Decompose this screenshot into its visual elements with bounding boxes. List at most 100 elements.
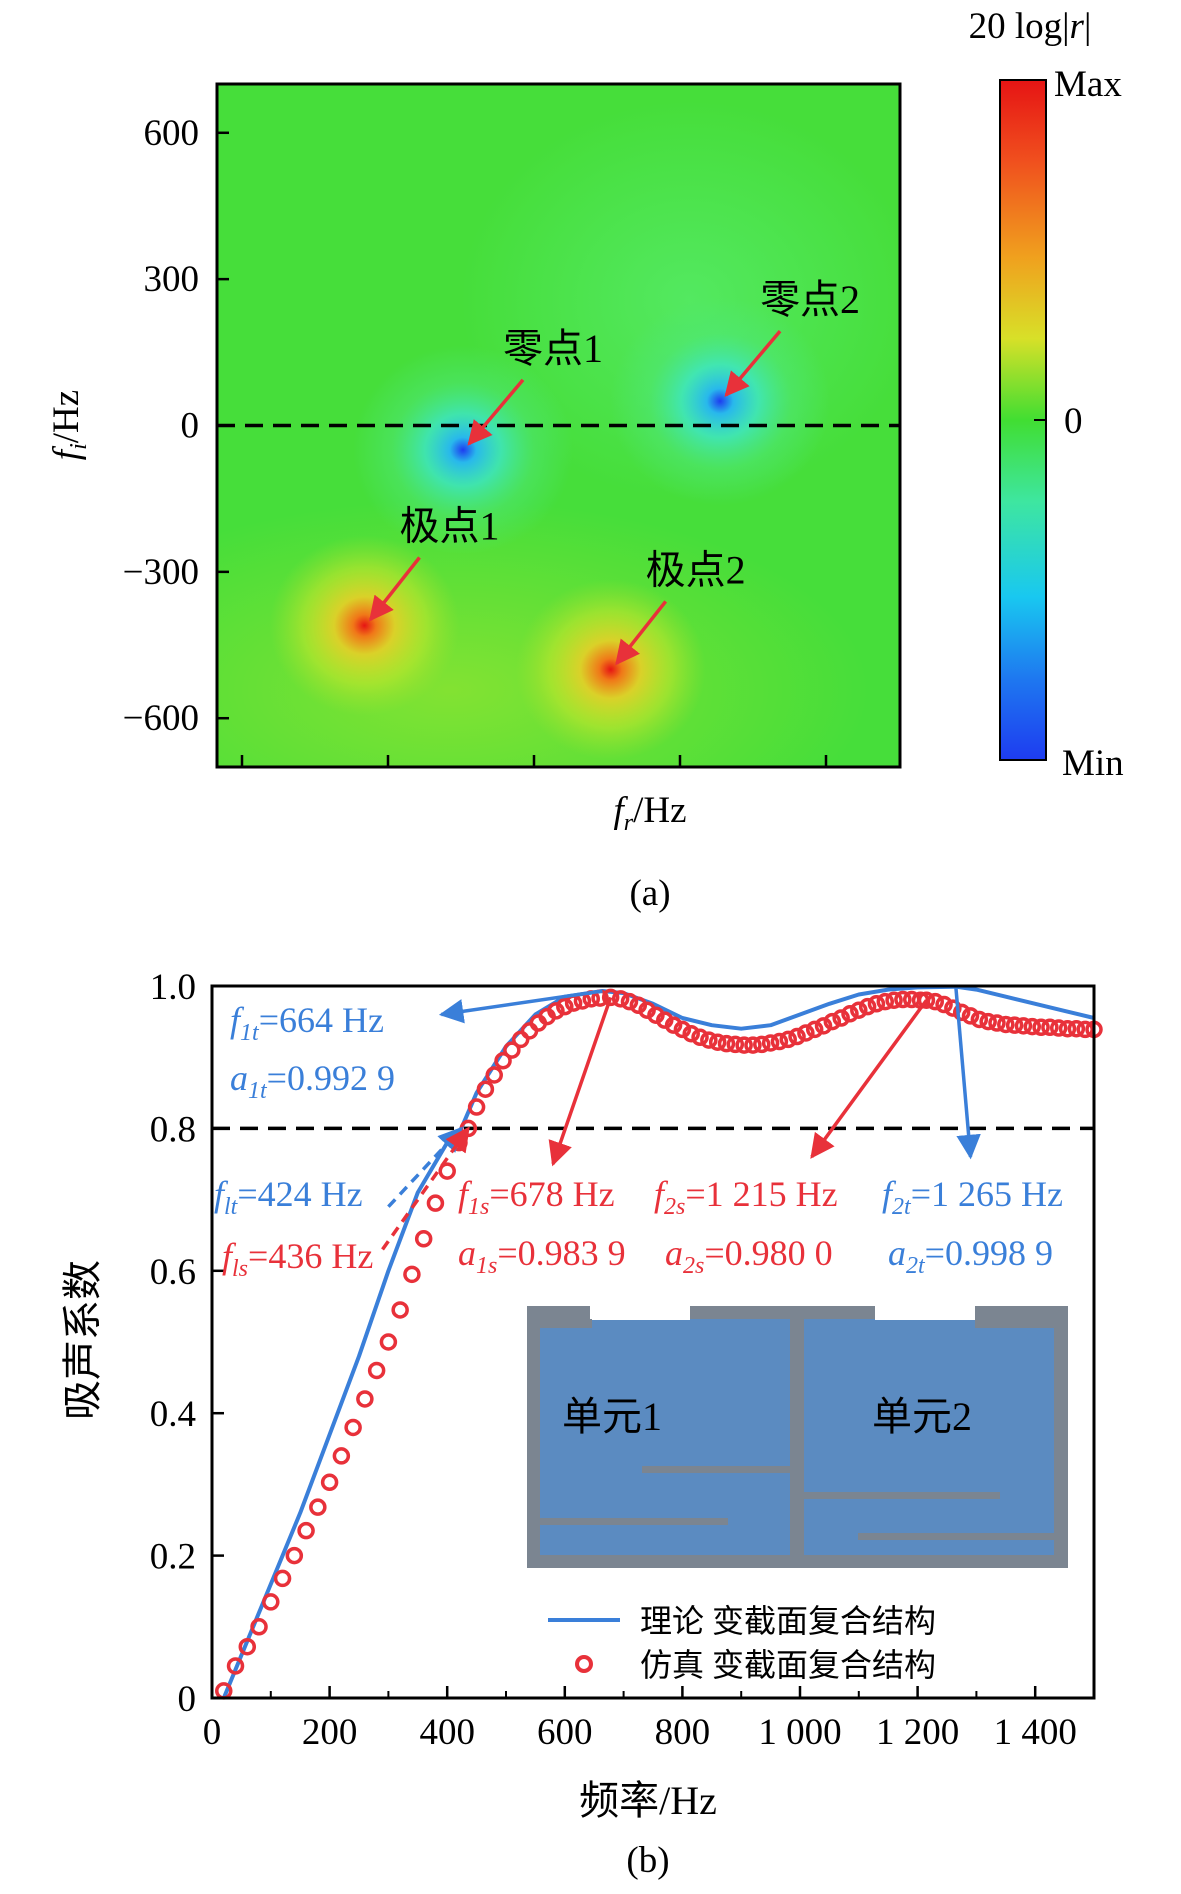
simulation-point xyxy=(273,1569,292,1588)
simulation-point xyxy=(858,997,877,1016)
simulation-point xyxy=(726,1035,745,1054)
simulation-point xyxy=(320,1473,339,1492)
annotation-flt: flt=424 Hz xyxy=(214,1174,363,1220)
x-tick-label: 1 000 xyxy=(758,1712,841,1753)
simulation-point xyxy=(226,1657,245,1675)
x-tick-label: 200 xyxy=(302,1712,358,1753)
unit1-cavity xyxy=(540,1319,790,1555)
arrow-f2s xyxy=(810,999,928,1159)
pole-label: 极点1 xyxy=(400,504,500,549)
simulation-point xyxy=(356,1390,374,1408)
absorption-panel: 0 0.2 0.4 0.6 0.8 1.0 0 200 400 600 800 1 000 1 200 1… xyxy=(60,967,1103,1881)
x-axis-label: 频率/Hz xyxy=(579,1778,717,1823)
x-tick-label: 1 200 xyxy=(876,1712,959,1753)
unit2-opening xyxy=(875,1306,975,1320)
simulation-point xyxy=(238,1637,257,1656)
simulation-point xyxy=(620,992,639,1011)
y-tick-label: 0.2 xyxy=(150,1537,196,1578)
heatmap-y-tick-label: 300 xyxy=(144,259,200,300)
arrow-f2t xyxy=(954,986,981,1160)
zero-label: 零点2 xyxy=(760,277,860,322)
y-tick-label: 0.4 xyxy=(150,1394,196,1435)
y-tick-label: 0.6 xyxy=(150,1252,196,1293)
simulation-point xyxy=(753,1035,771,1054)
heatmap-panel: 600 300 0 −300 −600 零点1 零点2 极点1 极点2 fi/Hz fr/Hz… xyxy=(46,6,1124,914)
simulation-point xyxy=(823,1012,842,1031)
x-tick-label: 600 xyxy=(537,1712,593,1753)
simulation-point xyxy=(1023,1017,1042,1036)
simulation-point xyxy=(850,1001,868,1019)
pole-marker xyxy=(515,579,706,760)
y-axis-label: 吸声系数 xyxy=(60,1260,105,1420)
simulation-point xyxy=(611,990,630,1008)
panel-label-a: (a) xyxy=(629,873,670,914)
simulation-point xyxy=(1005,1016,1024,1034)
simulation-point xyxy=(467,1098,486,1116)
panel-label-b: (b) xyxy=(626,1840,669,1881)
colorbar-mid-label: 0 xyxy=(1064,401,1083,442)
simulation-point xyxy=(717,1034,736,1053)
pole-label: 极点2 xyxy=(646,547,746,592)
simulation-point xyxy=(547,1002,565,1020)
zero-label: 零点1 xyxy=(503,326,603,371)
colorbar-min-label: Min xyxy=(1062,743,1124,784)
unit1-neck-left xyxy=(540,1319,592,1328)
simulation-point xyxy=(344,1418,362,1437)
simulation-point xyxy=(744,1036,762,1054)
simulation-point xyxy=(664,1016,683,1034)
simulation-point xyxy=(1058,1019,1077,1038)
x-tick-label: 1 400 xyxy=(994,1712,1077,1753)
simulation-point xyxy=(438,1162,456,1180)
simulation-point xyxy=(601,988,620,1007)
arrow-flt xyxy=(387,1126,463,1208)
unit-schematic-inset: 单元1 单元2 xyxy=(527,1306,1068,1568)
simulation-point xyxy=(970,1010,989,1029)
simulation-point xyxy=(262,1593,280,1611)
simulation-point xyxy=(1076,1020,1094,1039)
legend-sim-swatch xyxy=(575,1655,593,1673)
heatmap-x-ticks xyxy=(240,755,828,767)
simulation-point xyxy=(867,995,886,1013)
legend-sim-label: 仿真 变截面复合结构 xyxy=(640,1647,936,1683)
simulation-point xyxy=(961,1007,980,1025)
simulation-point xyxy=(403,1265,421,1284)
simulation-point xyxy=(367,1361,386,1380)
simulation-point xyxy=(414,1230,433,1248)
simulation-point xyxy=(885,991,903,1009)
simulation-point xyxy=(1067,1019,1086,1038)
simulation-point xyxy=(476,1080,495,1098)
heatmap-y-tick-label: −300 xyxy=(123,552,199,593)
colorbar-max-label: Max xyxy=(1054,64,1122,105)
simulation-point xyxy=(735,1036,753,1054)
simulation-point xyxy=(926,992,944,1011)
zero-marker xyxy=(352,345,573,555)
simulation-point xyxy=(935,995,953,1014)
point-arrow xyxy=(467,378,525,446)
annotation-f2t: f2t=1 265 Hz xyxy=(882,1174,1063,1220)
annotation-a2s: a2s=0.980 0 xyxy=(665,1233,833,1279)
simulation-point xyxy=(1014,1017,1033,1035)
simulation-point xyxy=(297,1521,315,1540)
annotation-f1t: f1t=664 Hz xyxy=(230,1000,384,1046)
simulation-point xyxy=(682,1024,700,1043)
simulation-point xyxy=(700,1031,718,1049)
annotation-a1s: a1s=0.983 9 xyxy=(458,1233,626,1279)
simulation-point xyxy=(979,1012,997,1031)
simulation-point xyxy=(917,991,936,1009)
simulation-point xyxy=(805,1020,824,1039)
simulation-point xyxy=(797,1024,815,1042)
simulation-point xyxy=(503,1041,521,1059)
unit1-inner-plate-top xyxy=(642,1466,790,1473)
unit2-inner-plate-bottom xyxy=(858,1533,1054,1540)
plot-frame xyxy=(210,984,1096,1700)
simulation-point xyxy=(761,1034,780,1052)
simulation-point xyxy=(779,1030,797,1049)
annotation-a2t: a2t=0.998 9 xyxy=(888,1233,1053,1279)
legend: 理论 变截面复合结构 仿真 变截面复合结构 xyxy=(548,1603,936,1683)
unit2-inner-plate-top xyxy=(804,1492,1000,1499)
simulation-point xyxy=(520,1022,539,1040)
simulation-point xyxy=(379,1333,398,1351)
simulation-point xyxy=(952,1003,971,1022)
annotation-a1t: a1t=0.992 9 xyxy=(230,1058,395,1104)
